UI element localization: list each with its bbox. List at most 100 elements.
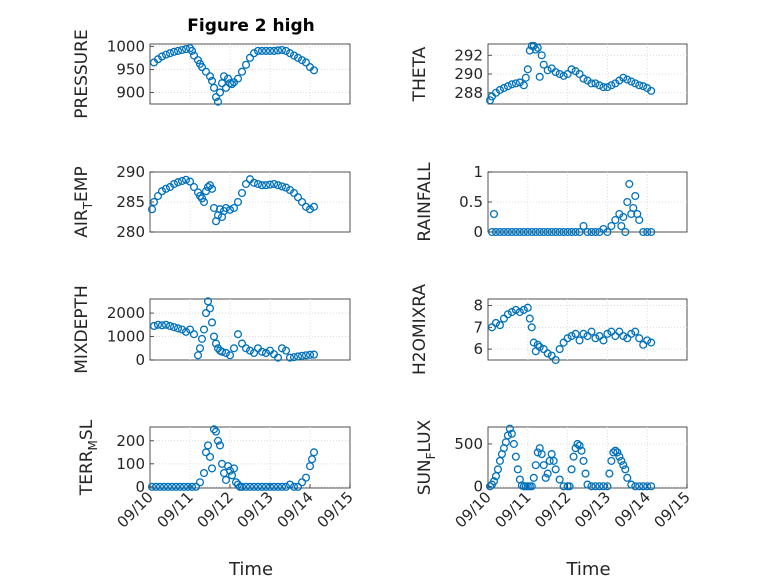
data-point: [211, 427, 221, 436]
data-point: [493, 465, 503, 474]
data-point: [309, 66, 319, 75]
data-point: [503, 227, 512, 237]
data-point: [513, 465, 522, 474]
data-point: [151, 482, 161, 491]
data-point: [265, 180, 275, 189]
data-point: [273, 46, 283, 55]
data-point: [507, 429, 516, 438]
data-point: [487, 323, 497, 332]
data-point: [253, 46, 263, 55]
data-point: [531, 45, 540, 54]
data-point: [635, 334, 644, 343]
y-tick-label: 1000: [107, 37, 145, 55]
data-point: [607, 327, 616, 336]
data-point: [537, 51, 546, 60]
data-point: [273, 482, 283, 491]
data-point: [189, 182, 199, 192]
data-point: [519, 305, 528, 314]
data-point: [529, 473, 538, 482]
data-point: [599, 482, 608, 491]
data-point: [229, 464, 239, 473]
data-point: [177, 45, 187, 55]
data-point: [539, 227, 548, 237]
data-point: [587, 227, 596, 237]
data-point: [211, 339, 221, 348]
y-tick-label: 200: [116, 432, 145, 450]
data-point: [599, 336, 608, 345]
data-point: [245, 53, 255, 62]
data-point: [575, 227, 584, 237]
data-point: [555, 345, 564, 354]
data-point: [525, 314, 534, 323]
data-point: [507, 308, 516, 317]
data-point: [207, 318, 217, 327]
data-point: [257, 347, 267, 356]
data-point: [185, 325, 195, 334]
data-point: [527, 482, 536, 491]
data-point: [647, 482, 656, 491]
data-point: [273, 181, 283, 190]
data-point: [489, 209, 499, 219]
y-tick-label: 6: [473, 340, 483, 358]
data-point: [221, 348, 231, 358]
subplot-pressure: 900 950 1000 PRESSURE: [72, 29, 351, 119]
data-point: [225, 205, 235, 214]
data-point: [607, 81, 616, 90]
data-point: [635, 215, 644, 225]
x-tick-label: 09/14: [611, 488, 654, 531]
data-point: [203, 182, 213, 192]
subplot-terr-msl: 010020009/1009/1109/1209/1309/1409/15Tim…: [77, 419, 357, 580]
data-point: [605, 469, 614, 478]
data-point: [237, 339, 247, 348]
data-point: [551, 227, 560, 237]
y-tick-label: 900: [116, 83, 145, 101]
data-point: [297, 478, 307, 487]
data-point: [269, 179, 279, 189]
data-point: [213, 97, 223, 106]
data-point: [579, 456, 588, 465]
data-point: [185, 177, 195, 186]
data-point: [567, 227, 576, 237]
data-point: [253, 482, 263, 491]
data-point: [253, 179, 263, 189]
data-point: [533, 448, 542, 457]
x-tick-label: 09/12: [531, 488, 574, 531]
data-point: [623, 197, 632, 207]
data-point: [643, 482, 652, 491]
data-point: [297, 197, 307, 207]
data-point: [301, 202, 311, 211]
data-point: [611, 331, 620, 341]
data-point: [623, 473, 632, 482]
data-point: [491, 227, 501, 237]
data-point: [577, 446, 586, 455]
data-point: [495, 227, 504, 237]
data-point: [293, 53, 303, 62]
data-point: [603, 329, 612, 338]
data-point: [305, 205, 315, 214]
data-point: [257, 46, 267, 55]
data-point: [309, 448, 319, 457]
x-tick-label: 09/12: [194, 488, 237, 531]
data-point: [529, 338, 538, 347]
data-point: [581, 469, 590, 478]
data-point: [205, 452, 215, 461]
data-point: [229, 344, 239, 353]
subplot-air-temp: 280 285 290 AIRTEMP: [72, 163, 351, 241]
data-point: [537, 450, 546, 459]
y-axis-label: H2OMIXRA: [410, 284, 430, 375]
data-point: [567, 331, 576, 341]
data-point: [543, 66, 552, 75]
data-point: [245, 346, 255, 355]
data-point: [203, 441, 213, 450]
data-point: [583, 227, 592, 237]
data-point: [249, 49, 259, 58]
y-tick-label: 292: [454, 46, 483, 64]
data-point: [587, 327, 596, 336]
data-point: [173, 324, 183, 333]
data-point: [269, 482, 279, 491]
data-point: [289, 188, 299, 198]
data-point: [559, 227, 568, 237]
data-point: [613, 448, 622, 457]
data-point: [289, 51, 299, 60]
data-point: [499, 227, 508, 237]
